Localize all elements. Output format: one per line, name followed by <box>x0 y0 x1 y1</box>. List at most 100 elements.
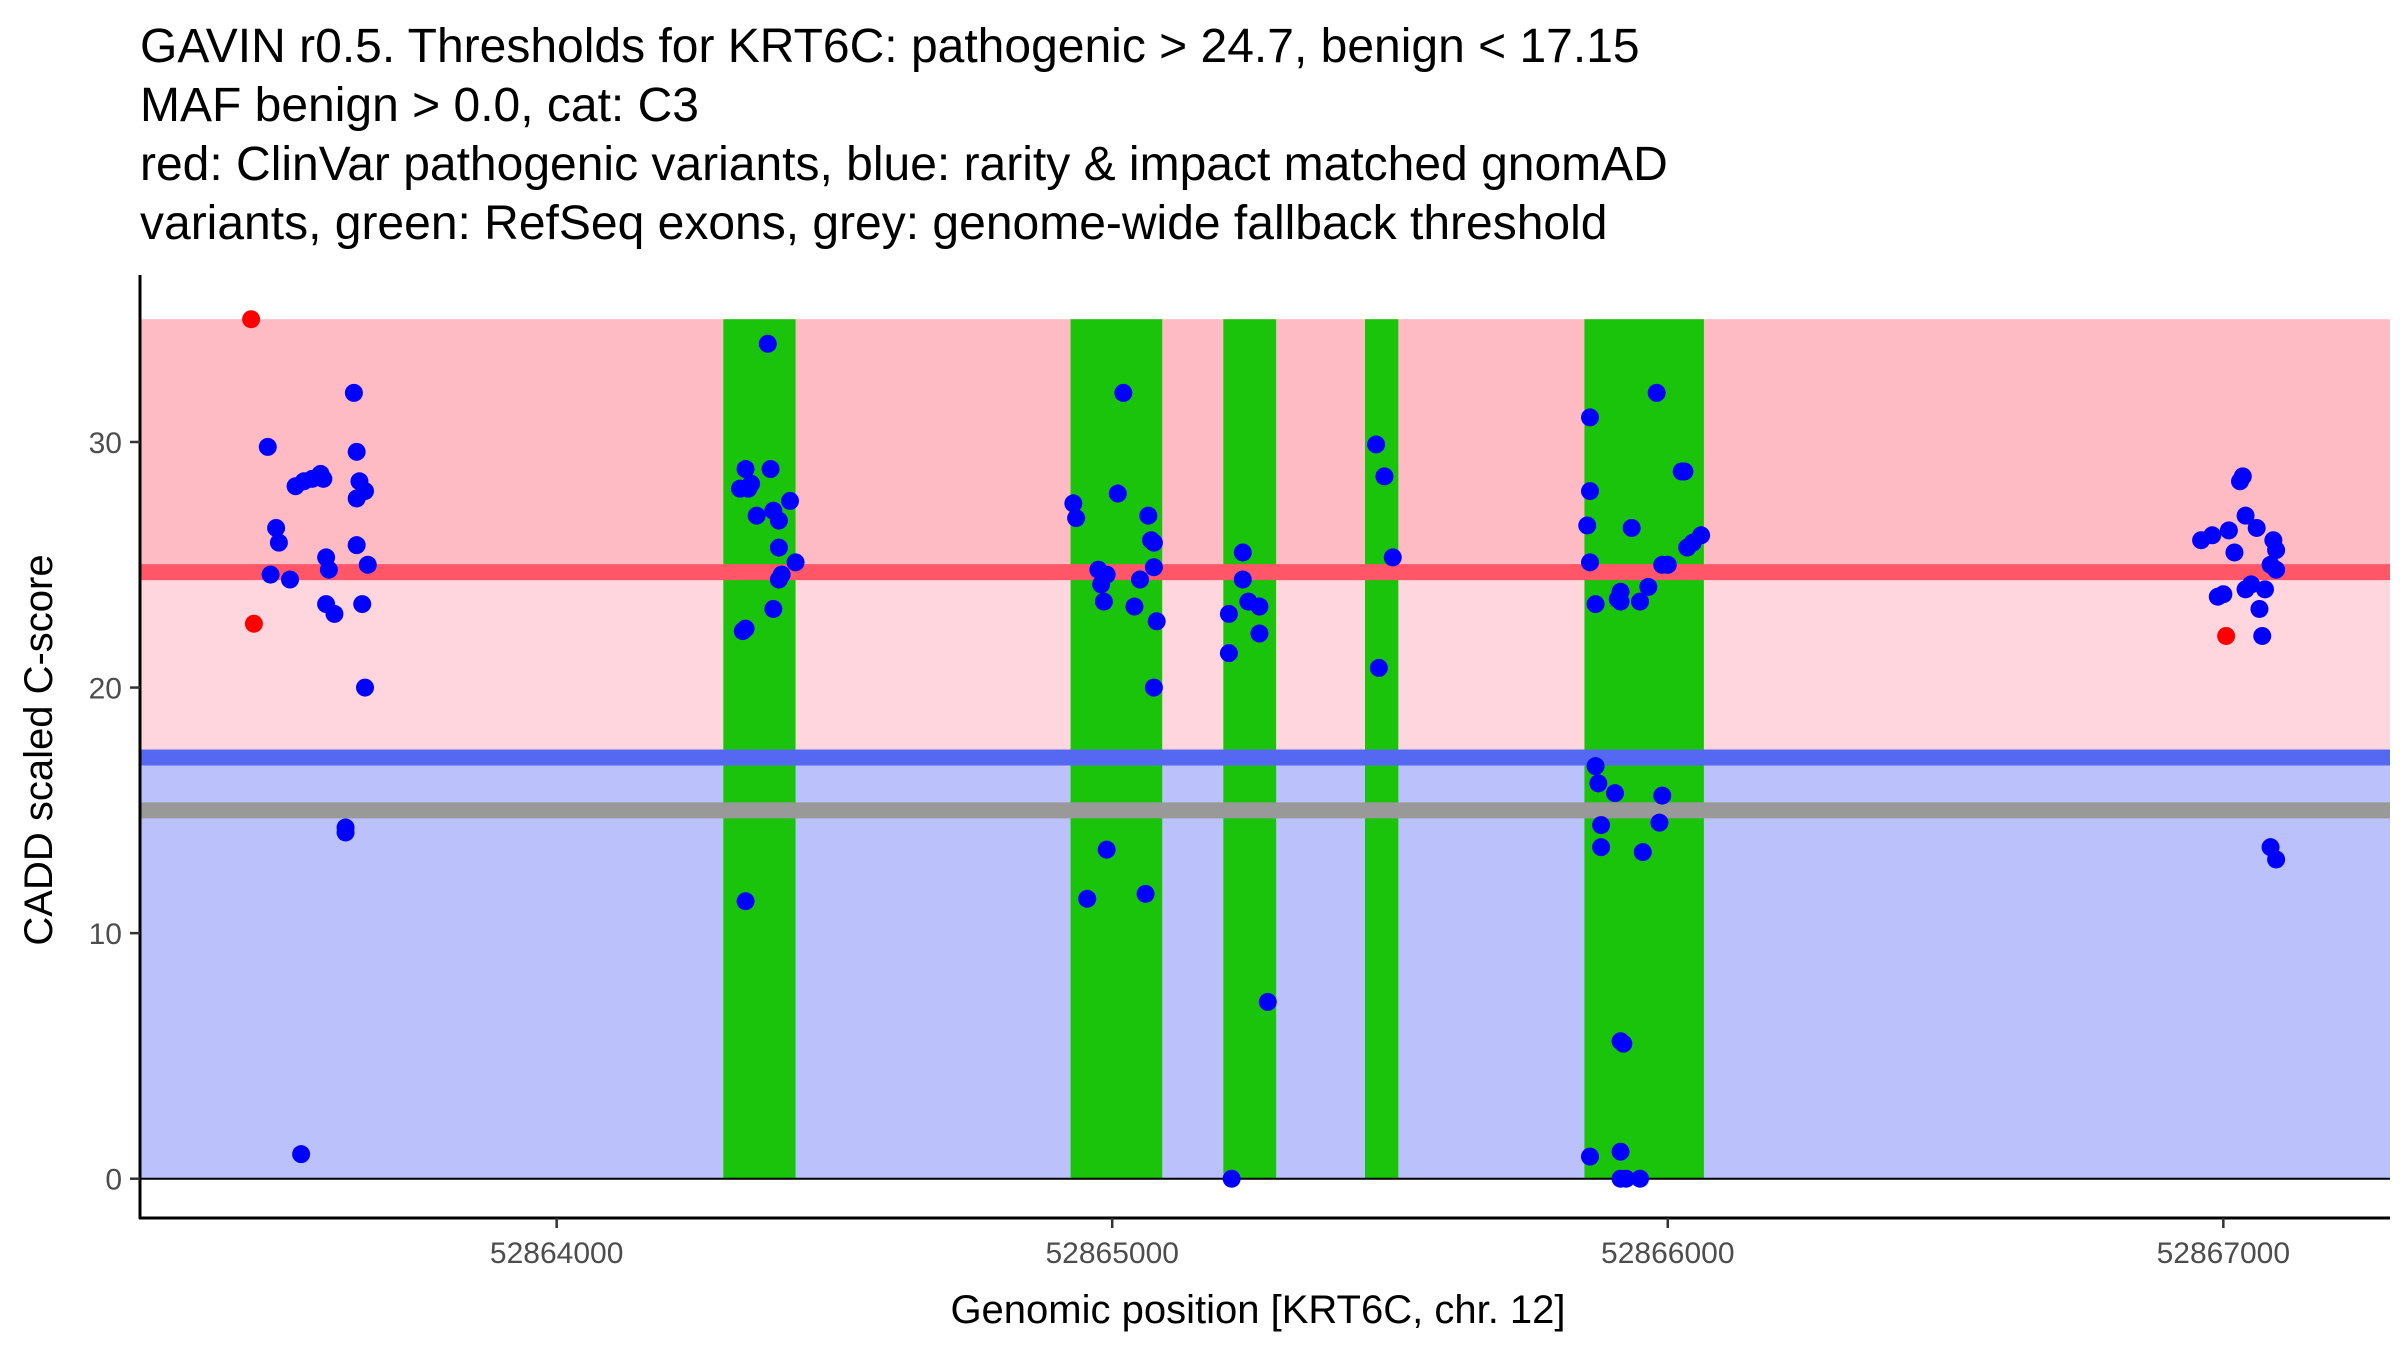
gnomad-point <box>1611 592 1630 611</box>
gnomad-point <box>742 474 761 493</box>
x-tick-label: 52864000 <box>490 1237 623 1270</box>
gnomad-point <box>2253 626 2272 645</box>
y-tick-label: 20 <box>89 673 122 706</box>
gnomad-point <box>1250 624 1269 643</box>
gnomad-point <box>1611 1142 1630 1161</box>
gnomad-point <box>1586 757 1605 776</box>
gnomad-point <box>1125 597 1144 616</box>
y-axis-title: CADD scaled C-score <box>17 554 61 945</box>
gnomad-point <box>319 560 338 579</box>
title-line-3: red: ClinVar pathogenic variants, blue: … <box>140 138 1668 191</box>
gnomad-point <box>1581 408 1599 427</box>
gnomad-point <box>1631 1169 1649 1188</box>
gnomad-point <box>269 533 288 552</box>
gnomad-point <box>2225 543 2244 562</box>
gnomad-point <box>1650 813 1669 832</box>
gnomad-point <box>736 892 755 911</box>
gnomad-point <box>1144 558 1163 577</box>
gnomad-point <box>1581 553 1599 572</box>
gnomad-point <box>1592 816 1611 835</box>
gnomad-point <box>353 595 372 614</box>
gnomad-point <box>356 482 374 501</box>
gnomad-point <box>733 622 752 641</box>
gnomad-point <box>344 383 363 402</box>
gnomad-point <box>1114 383 1133 402</box>
gnomad-point <box>1258 992 1277 1011</box>
x-tick-label: 52866000 <box>1601 1237 1734 1270</box>
gnomad-point <box>292 1145 311 1164</box>
gnomad-point <box>2242 575 2261 594</box>
gnomad-point <box>347 536 366 555</box>
y-tick-label: 0 <box>105 1164 122 1197</box>
clinvar-point <box>244 614 263 633</box>
gnomad-point <box>2256 580 2274 599</box>
gnomad-point <box>2267 541 2286 560</box>
gnomad-point <box>1097 840 1116 859</box>
gnomad-point <box>1131 570 1149 589</box>
gnomad-point <box>1078 889 1097 908</box>
exon-2 <box>1070 319 1163 1179</box>
gnomad-point <box>2267 850 2286 869</box>
gnomad-point <box>761 460 780 479</box>
gnomad-point <box>781 491 799 510</box>
gnomad-point <box>1617 1169 1636 1188</box>
gnomad-point <box>1067 509 1086 528</box>
gnomad-point <box>769 538 788 557</box>
gnomad-point <box>1144 678 1163 697</box>
gnomad-point <box>258 437 277 456</box>
gnomad-point <box>1622 518 1641 537</box>
exon-5 <box>1584 319 1704 1179</box>
gnomad-point <box>356 678 374 697</box>
axes: 0 10 20 30 52864000 52865000 52866000 52867000 <box>89 275 2390 1270</box>
y-tick-label: 10 <box>89 918 122 951</box>
gnomad-point <box>1139 506 1158 525</box>
x-tick-label: 52867000 <box>2157 1237 2290 1270</box>
gnomad-point <box>1219 644 1238 663</box>
threshold-lines <box>140 564 2390 1180</box>
gnomad-point <box>2219 521 2238 540</box>
gnomad-point <box>1094 592 1113 611</box>
gnomad-point <box>1592 838 1611 857</box>
gnomad-point <box>2267 560 2286 579</box>
refseq-exons <box>723 319 1704 1179</box>
gnomad-point <box>786 553 805 572</box>
gnomad-point <box>267 518 286 537</box>
exon-1 <box>723 319 796 1179</box>
gnomad-point <box>1631 592 1649 611</box>
gnomad-point <box>1606 784 1624 803</box>
gnomad-point <box>1633 843 1652 862</box>
gnomad-point <box>2247 518 2266 537</box>
gnomad-point <box>1383 548 1402 567</box>
gnomad-point <box>764 599 783 618</box>
gnomad-point <box>1147 612 1166 631</box>
chart-title: GAVIN r0.5. Thresholds for KRT6C: pathog… <box>140 20 1668 250</box>
gnomad-point <box>2214 585 2233 604</box>
gnomad-point <box>1219 604 1238 623</box>
gnomad-point <box>1144 533 1163 552</box>
gnomad-point <box>1578 516 1597 535</box>
gnomad-point <box>358 555 377 574</box>
y-tick-label: 30 <box>89 427 122 460</box>
gnomad-point <box>758 334 777 353</box>
gnomad-point <box>2203 526 2222 545</box>
gnomad-point <box>2233 467 2252 486</box>
gnomad-point <box>1639 577 1658 596</box>
gnomad-point <box>325 604 344 623</box>
clinvar-point <box>242 310 261 329</box>
gnomad-point <box>1136 884 1155 903</box>
gnomad-point <box>1675 462 1694 481</box>
gnomad-point <box>1653 786 1672 805</box>
gnomad-point <box>1586 595 1605 614</box>
gnomad-point <box>314 469 333 488</box>
gnomad-point <box>1222 1169 1241 1188</box>
gnomad-point <box>336 823 355 842</box>
gnomad-point <box>1375 467 1394 486</box>
gnomad-point <box>1658 555 1677 574</box>
gnomad-point <box>747 506 766 525</box>
gnomad-point <box>769 511 788 530</box>
gnomad-point <box>769 570 788 589</box>
gnomad-point <box>1233 570 1252 589</box>
gnomad-point <box>1369 658 1388 677</box>
gnomad-point <box>1108 484 1127 503</box>
